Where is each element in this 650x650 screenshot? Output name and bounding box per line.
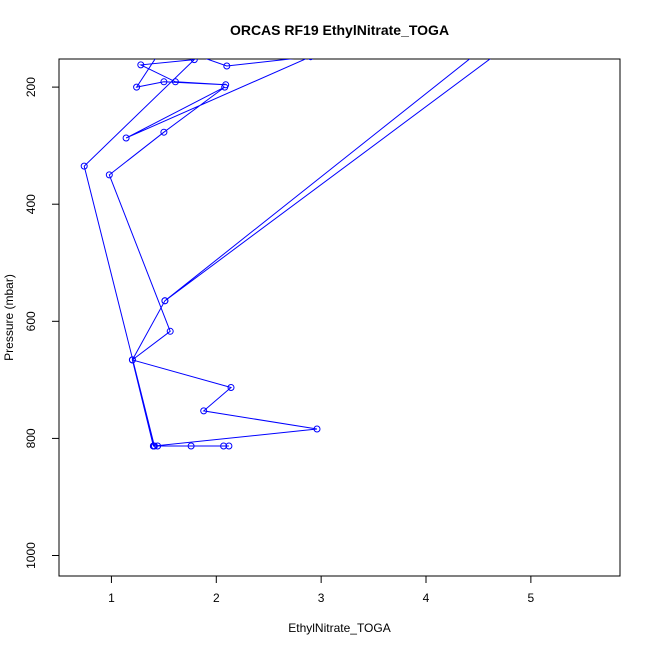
data-point: [133, 83, 141, 91]
data-point: [223, 62, 231, 70]
data-point: [192, 52, 198, 58]
y-axis: 200 400 600 800 1000: [24, 77, 59, 569]
y-tick-label: 600: [24, 311, 38, 331]
data-point: [225, 442, 233, 450]
y-tick-label: 1000: [24, 542, 38, 569]
data-point: [157, 49, 163, 55]
data-point: [221, 83, 229, 91]
data-point: [150, 442, 158, 450]
x-tick-label: 4: [423, 591, 430, 605]
x-axis: 1 2 3 4 5: [108, 576, 535, 605]
data-point: [475, 49, 481, 55]
data-point: [105, 171, 113, 179]
data-point: [128, 356, 136, 364]
x-tick-label: 1: [108, 591, 115, 605]
data-point: [190, 59, 198, 64]
data-point: [313, 425, 321, 433]
chart-title: ORCAS RF19 EthylNitrate_TOGA: [230, 22, 449, 38]
data-point: [308, 59, 314, 61]
x-tick-label: 2: [213, 591, 220, 605]
data-point: [187, 442, 195, 450]
data-point: [171, 78, 179, 86]
x-tick-label: 3: [318, 591, 325, 605]
plot-frame: [58, 58, 621, 577]
data-point: [160, 128, 168, 136]
data-point: [161, 297, 169, 305]
y-axis-label: Pressure (mbar): [2, 274, 16, 361]
data-point: [200, 407, 208, 415]
data-point: [122, 134, 130, 142]
y-tick-label: 400: [24, 194, 38, 214]
y-tick-label: 200: [24, 77, 38, 97]
x-tick-label: 5: [528, 591, 535, 605]
series-line: [83, 59, 491, 447]
data-point: [137, 61, 145, 69]
y-tick-label: 800: [24, 428, 38, 448]
data-point: [160, 78, 168, 86]
data-point: [496, 49, 502, 55]
data-point: [166, 327, 174, 335]
series-layer: [80, 49, 502, 450]
data-point: [220, 442, 228, 450]
data-point: [80, 162, 88, 170]
data-point: [154, 442, 162, 450]
data-point: [227, 384, 235, 391]
x-axis-label: EthylNitrate_TOGA: [288, 621, 390, 635]
